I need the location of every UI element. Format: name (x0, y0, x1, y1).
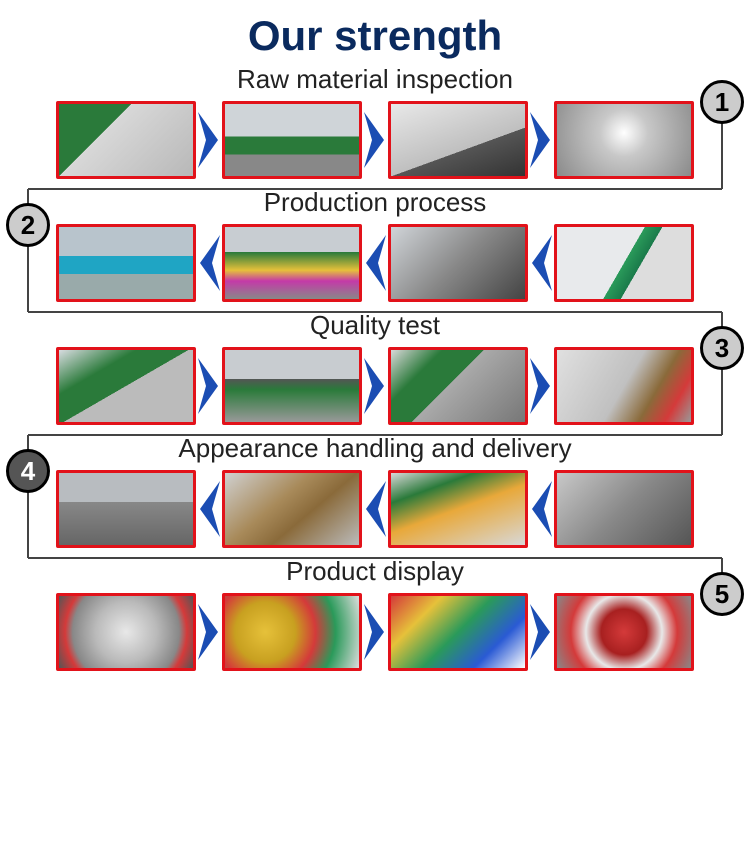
section-title: Appearance handling and delivery (0, 433, 750, 464)
step-badge-3: 3 (700, 326, 744, 370)
photo-cnc-machine (554, 224, 694, 302)
photo-row (0, 101, 750, 179)
photo-steel-disc (56, 593, 196, 671)
connector-line (27, 491, 29, 558)
photo-packaging-machine (222, 470, 362, 548)
chevron-left-icon (362, 470, 388, 548)
chevron-left-icon (196, 224, 222, 302)
section-3: Quality test3 (0, 310, 750, 425)
connector-line (28, 434, 722, 436)
chevron-right-icon (196, 347, 222, 425)
section-4: Appearance handling and delivery4 (0, 433, 750, 548)
chevron-right-icon (362, 101, 388, 179)
section-title: Product display (0, 556, 750, 587)
photo-warehouse-stacks (56, 470, 196, 548)
page-title: Our strength (0, 0, 750, 64)
photo-row (0, 470, 750, 548)
sections-container: Raw material inspection1Production proce… (0, 64, 750, 671)
section-title: Production process (0, 187, 750, 218)
step-badge-2: 2 (6, 203, 50, 247)
chevron-right-icon (362, 347, 388, 425)
photo-factory-floor-workers (222, 224, 362, 302)
photo-worker-labeling (388, 470, 528, 548)
photo-worker-testing-disc (56, 347, 196, 425)
photo-worker-blue-uniform (56, 224, 196, 302)
chevron-right-icon (196, 101, 222, 179)
chevron-left-icon (528, 470, 554, 548)
section-title: Raw material inspection (0, 64, 750, 95)
chevron-right-icon (528, 593, 554, 671)
photo-red-segmented-discs (554, 593, 694, 671)
photo-grinder-sparks (222, 347, 362, 425)
photo-cutting-test (388, 347, 528, 425)
connector-line (721, 368, 723, 435)
photo-assorted-color-discs (388, 593, 528, 671)
chevron-left-icon (362, 224, 388, 302)
photo-colored-discs-gold (222, 593, 362, 671)
chevron-right-icon (196, 593, 222, 671)
step-badge-1: 1 (700, 80, 744, 124)
connector-line (721, 122, 723, 189)
step-badge-4: 4 (6, 449, 50, 493)
connector-line (28, 311, 722, 313)
photo-measuring-instrument (388, 101, 528, 179)
photo-worker-inspecting-parts (222, 101, 362, 179)
photo-test-bench (554, 347, 694, 425)
photo-row (0, 347, 750, 425)
photo-dial-gauge-on-disc (554, 101, 694, 179)
chevron-left-icon (528, 224, 554, 302)
connector-line (28, 557, 722, 559)
photo-delivery-machine (554, 470, 694, 548)
section-5: Product display5 (0, 556, 750, 671)
section-2: Production process2 (0, 187, 750, 302)
step-badge-5: 5 (700, 572, 744, 616)
connector-line (27, 245, 29, 312)
section-1: Raw material inspection1 (0, 64, 750, 179)
chevron-right-icon (362, 593, 388, 671)
connector-line (28, 188, 722, 190)
photo-press-machine (388, 224, 528, 302)
photo-row (0, 224, 750, 302)
photo-worker-green-shirt-monitor (56, 101, 196, 179)
chevron-right-icon (528, 101, 554, 179)
chevron-left-icon (196, 470, 222, 548)
photo-row (0, 593, 750, 671)
section-title: Quality test (0, 310, 750, 341)
chevron-right-icon (528, 347, 554, 425)
